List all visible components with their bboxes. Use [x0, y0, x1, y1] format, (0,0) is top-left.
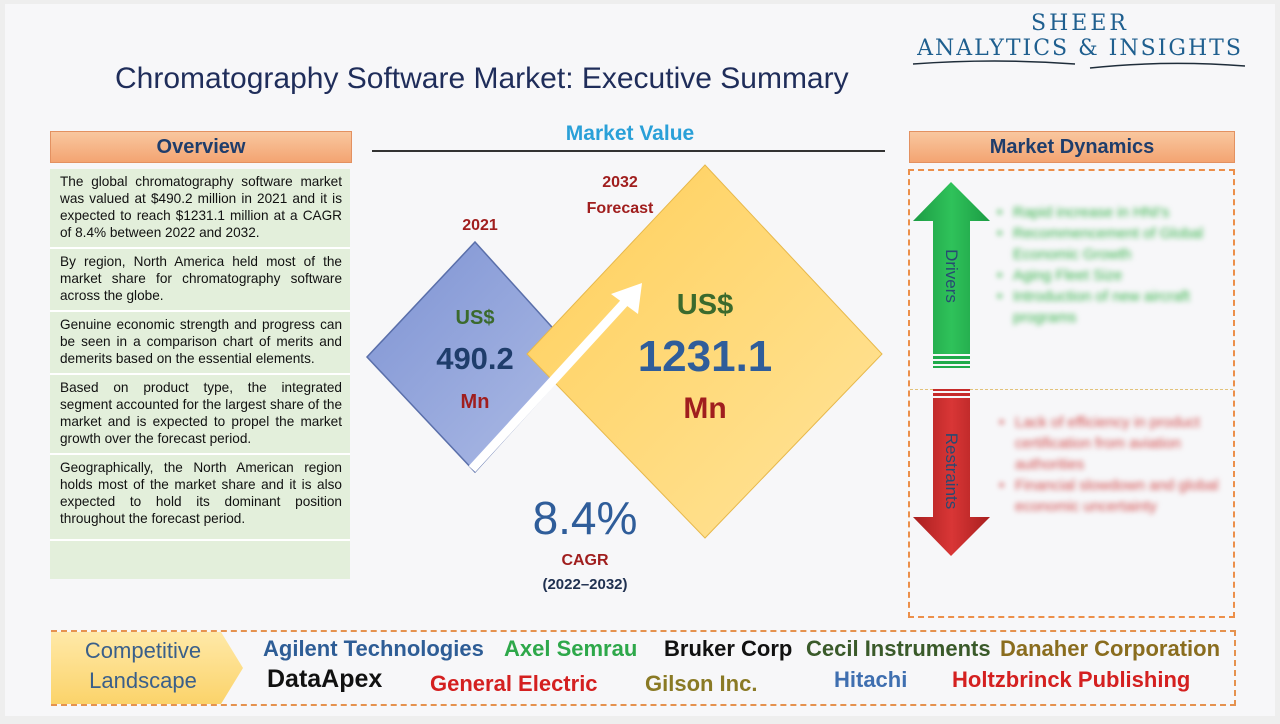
- diamond-2032: [526, 164, 883, 539]
- market-value-graphic: [365, 164, 883, 539]
- forecast-label: Forecast: [586, 200, 654, 217]
- competitive-label-line-2: Landscape: [89, 668, 197, 693]
- company-name: Gilson Inc.: [645, 671, 758, 696]
- restraints-down-arrow-icon: [913, 389, 990, 556]
- cagr-label: CAGR: [561, 552, 609, 569]
- company-name: Axel Semrau: [504, 636, 638, 661]
- company-name: Cecil Instruments: [806, 636, 991, 661]
- drivers-up-arrow-icon: [913, 182, 990, 368]
- overview-empty-row: [50, 541, 350, 579]
- unit-2021: Mn: [460, 391, 490, 413]
- market-value-divider: [372, 150, 885, 152]
- driver-item: Recommencement of Global Economic Growth: [995, 223, 1220, 265]
- market-dynamics-panel: [908, 169, 1235, 618]
- drivers-list: Rapid increase in HNI's Recommencement o…: [995, 202, 1220, 328]
- cagr-period: (2022–2032): [542, 576, 628, 593]
- value-2021: 490.2: [436, 341, 514, 376]
- year-2032-label: 2032: [602, 174, 638, 191]
- unit-2032: Mn: [683, 392, 727, 425]
- company-name: Bruker Corp: [664, 636, 793, 661]
- company-name: Danaher Corporation: [1000, 636, 1221, 661]
- competitive-landscape-label: Competitive Landscape: [57, 636, 229, 696]
- company-name: Holtzbrinck Publishing: [952, 667, 1191, 692]
- driver-item: Introduction of new aircraft programs: [995, 286, 1220, 328]
- value-2032: 1231.1: [637, 332, 773, 381]
- company-name: DataApex: [267, 665, 383, 693]
- company-name: General Electric: [430, 671, 598, 696]
- dynamics-divider: [910, 389, 1233, 390]
- restraints-label: Restraints: [942, 432, 961, 510]
- competitive-label-chevron: [51, 632, 243, 704]
- overview-item: By region, North America held most of th…: [50, 249, 350, 312]
- executive-summary-slide: SHEER ANALYTICS & INSIGHTS Chromatograph…: [5, 4, 1275, 716]
- competitive-label-line-1: Competitive: [84, 638, 202, 663]
- market-dynamics-heading: Market Dynamics: [909, 131, 1235, 163]
- company-name: Hitachi: [834, 667, 908, 692]
- cagr-value: 8.4%: [532, 492, 638, 544]
- logo-line-1: SHEER: [1031, 11, 1129, 36]
- logo-line-2: ANALYTICS & INSIGHTS: [917, 36, 1243, 61]
- overview-list: The global chromatography software marke…: [50, 169, 350, 579]
- market-value-heading: Market Value: [565, 122, 695, 145]
- logo-swoosh-icon: [912, 60, 1246, 69]
- overview-item: The global chromatography software marke…: [50, 169, 350, 249]
- growth-arrow-head-icon: [611, 283, 642, 314]
- page-title: Chromatography Software Market: Executiv…: [115, 62, 849, 95]
- overview-item: Genuine economic strength and progress c…: [50, 312, 350, 375]
- overview-item: Based on product type, the integrated se…: [50, 375, 350, 455]
- overview-heading: Overview: [50, 131, 352, 163]
- company-name: Agilent Technologies: [263, 636, 484, 661]
- restraint-item: Financial slowdown and global economic u…: [997, 475, 1222, 517]
- overview-item: Geographically, the North American regio…: [50, 455, 350, 541]
- driver-item: Rapid increase in HNI's: [995, 202, 1220, 223]
- driver-item: Aging Fleet Size: [995, 265, 1220, 286]
- restraint-item: Lack of efficiency in product certificat…: [997, 412, 1222, 475]
- currency-2032: US$: [676, 289, 734, 321]
- growth-arrow-icon: [468, 298, 629, 473]
- company-logo: SHEER ANALYTICS & INSIGHTS: [905, 12, 1255, 62]
- drivers-label: Drivers: [942, 249, 961, 303]
- restraints-list: Lack of efficiency in product certificat…: [997, 412, 1222, 517]
- currency-2021: US$: [455, 307, 495, 329]
- year-2021-label: 2021: [462, 217, 498, 234]
- dynamics-arrows: [913, 182, 990, 556]
